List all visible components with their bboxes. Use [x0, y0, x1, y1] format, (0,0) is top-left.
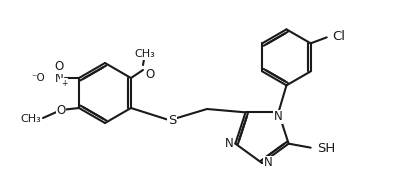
Text: N: N [274, 110, 283, 123]
Text: N: N [55, 71, 63, 85]
Text: S: S [168, 114, 176, 128]
Text: N: N [225, 137, 233, 150]
Text: ⁻O: ⁻O [31, 73, 45, 83]
Text: Cl: Cl [333, 30, 346, 43]
Text: CH₃: CH₃ [20, 114, 41, 124]
Text: SH: SH [317, 142, 335, 155]
Text: CH₃: CH₃ [135, 49, 155, 59]
Text: O: O [56, 103, 66, 117]
Text: N: N [264, 157, 273, 169]
Text: O: O [54, 60, 64, 73]
Text: O: O [145, 68, 154, 81]
Text: +: + [61, 79, 67, 87]
